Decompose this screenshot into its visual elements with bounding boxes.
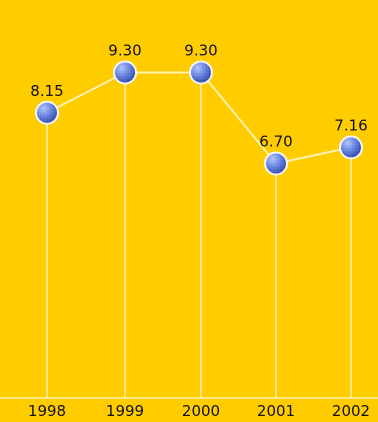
value-labels: 8.15 9.30 9.30 6.70 7.16 [30,42,367,151]
markers [35,60,363,176]
x-tick-label-1998: 1998 [28,402,66,420]
x-tick-labels: 1998 1999 2000 2001 2002 [28,402,370,420]
value-label-2002: 7.16 [334,116,367,134]
value-label-1998: 8.15 [30,82,63,100]
data-point-1999 [113,60,137,85]
x-tick-label-2000: 2000 [182,402,220,420]
value-label-2000: 9.30 [184,42,217,60]
drop-lines [46,72,352,398]
data-point-1998 [35,100,59,125]
x-tick-label-1999: 1999 [106,402,144,420]
data-point-2002 [339,135,363,160]
value-label-1999: 9.30 [108,42,141,60]
data-point-2000 [189,60,213,85]
data-point-2001 [264,151,288,176]
series-line [46,71,352,165]
x-tick-label-2002: 2002 [332,402,370,420]
x-tick-label-2001: 2001 [257,402,295,420]
value-label-2001: 6.70 [259,133,292,151]
